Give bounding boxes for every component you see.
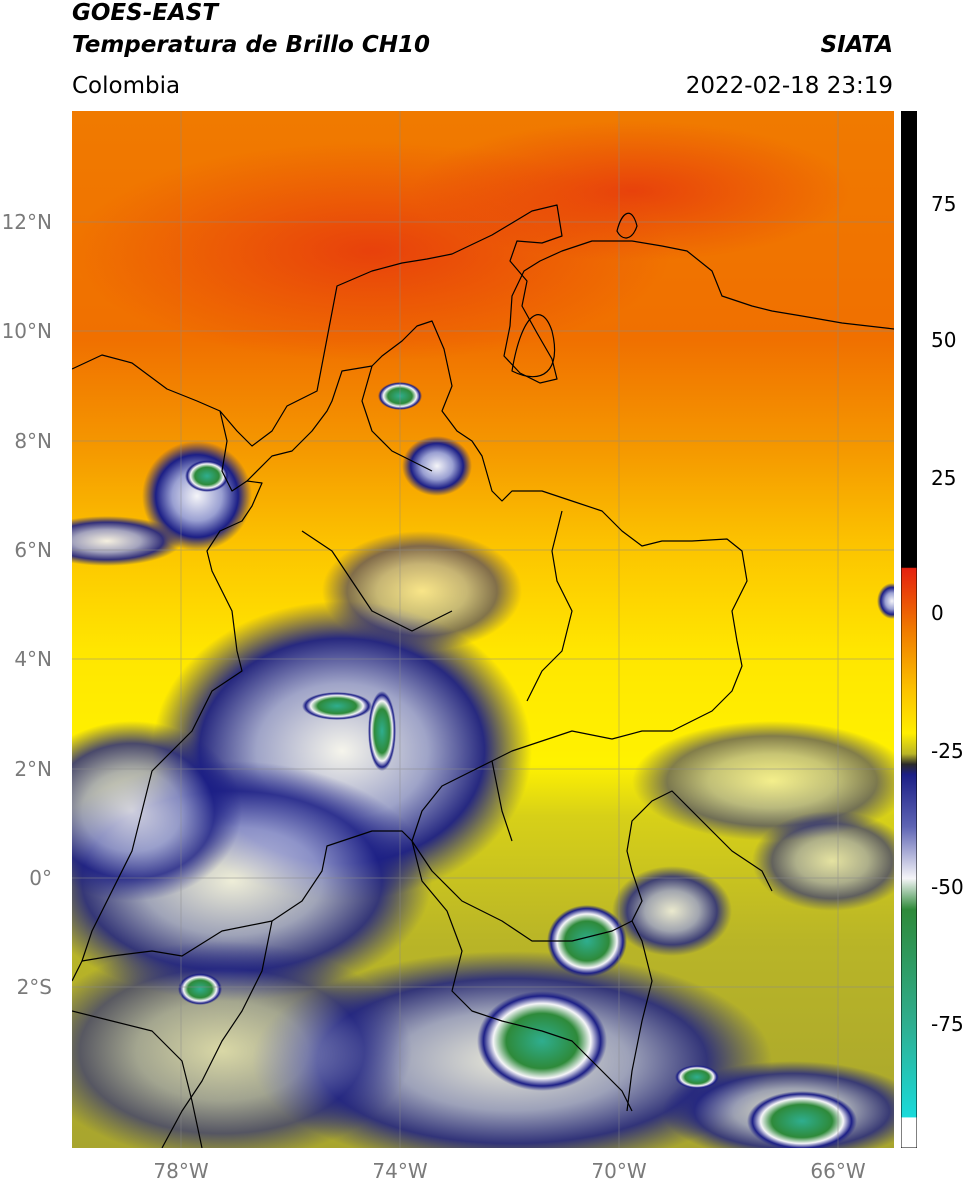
- lon-tick-label: 74°W: [372, 1159, 428, 1183]
- lat-tick-label: 6°N: [14, 538, 52, 562]
- region-label: Colombia: [72, 73, 181, 99]
- satellite-map: [72, 111, 894, 1148]
- lat-tick-label: 4°N: [14, 647, 52, 671]
- lon-tick-label: 66°W: [810, 1159, 866, 1183]
- colorbar-tick-label: 0: [931, 601, 944, 625]
- datetime-label: 2022-02-18 23:19: [685, 73, 893, 99]
- lon-tick-label: 70°W: [591, 1159, 647, 1183]
- colorbar-tick-label: -25: [931, 739, 964, 763]
- lat-tick-label: 12°N: [1, 210, 52, 234]
- lat-tick-label: 10°N: [1, 319, 52, 343]
- lat-tick-label: 2°N: [14, 757, 52, 781]
- colorbar-tick-label: -75: [931, 1012, 964, 1036]
- colorbar: [901, 111, 917, 1148]
- colorbar-tick-label: 25: [931, 466, 957, 490]
- colorbar-tick-label: 75: [931, 192, 957, 216]
- product-title: Temperatura de Brillo CH10: [72, 32, 430, 58]
- lat-tick-label: 0°: [29, 866, 52, 890]
- colorbar-tick-label: 50: [931, 328, 957, 352]
- agency-label: SIATA: [820, 32, 893, 58]
- lat-tick-label: 2°S: [16, 975, 52, 999]
- lon-tick-label: 78°W: [153, 1159, 209, 1183]
- lat-tick-label: 8°N: [14, 429, 52, 453]
- colorbar-tick-label: -50: [931, 875, 964, 899]
- satellite-title: GOES-EAST: [72, 0, 219, 26]
